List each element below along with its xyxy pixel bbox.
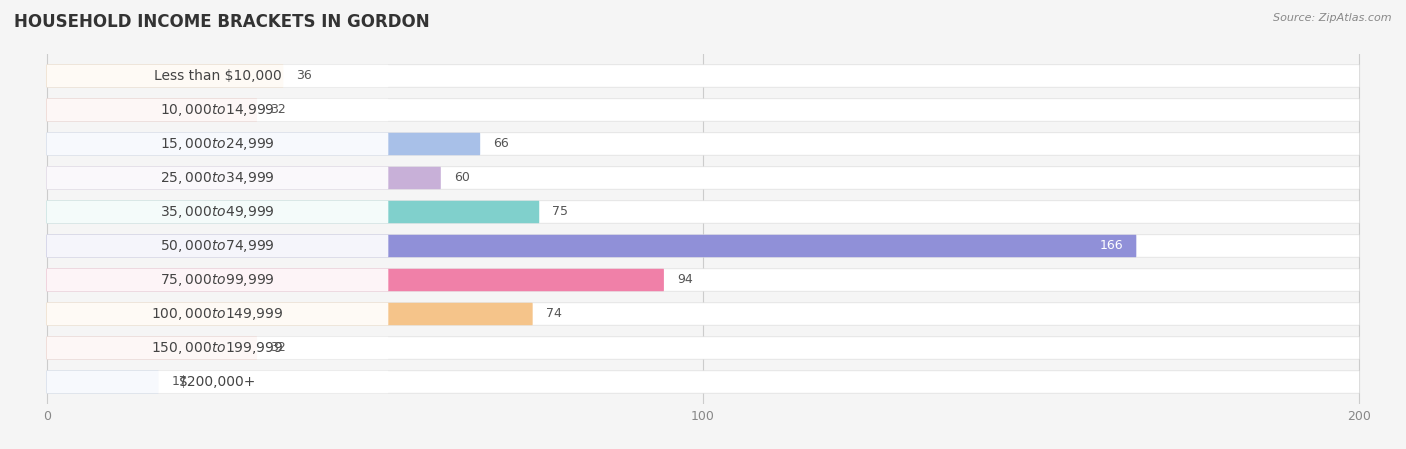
- Text: $25,000 to $34,999: $25,000 to $34,999: [160, 170, 274, 186]
- Text: $75,000 to $99,999: $75,000 to $99,999: [160, 272, 274, 288]
- FancyBboxPatch shape: [46, 65, 388, 87]
- Text: $100,000 to $149,999: $100,000 to $149,999: [152, 306, 284, 322]
- FancyBboxPatch shape: [46, 269, 664, 291]
- FancyBboxPatch shape: [46, 65, 284, 87]
- FancyBboxPatch shape: [46, 371, 159, 393]
- Text: 94: 94: [676, 273, 693, 286]
- Text: 36: 36: [297, 70, 312, 83]
- Text: 74: 74: [546, 308, 561, 321]
- FancyBboxPatch shape: [46, 269, 388, 291]
- Text: $50,000 to $74,999: $50,000 to $74,999: [160, 238, 274, 254]
- Text: $35,000 to $49,999: $35,000 to $49,999: [160, 204, 274, 220]
- Text: 166: 166: [1099, 239, 1123, 252]
- Text: 17: 17: [172, 375, 187, 388]
- Text: 75: 75: [553, 206, 568, 219]
- Text: $150,000 to $199,999: $150,000 to $199,999: [152, 340, 284, 356]
- FancyBboxPatch shape: [46, 337, 388, 359]
- Text: 66: 66: [494, 137, 509, 150]
- FancyBboxPatch shape: [46, 167, 388, 189]
- FancyBboxPatch shape: [46, 303, 388, 325]
- FancyBboxPatch shape: [46, 371, 1360, 393]
- FancyBboxPatch shape: [46, 167, 1360, 189]
- FancyBboxPatch shape: [46, 201, 540, 223]
- FancyBboxPatch shape: [46, 167, 441, 189]
- FancyBboxPatch shape: [46, 337, 257, 359]
- FancyBboxPatch shape: [46, 269, 1360, 291]
- FancyBboxPatch shape: [46, 99, 257, 121]
- FancyBboxPatch shape: [46, 133, 388, 155]
- FancyBboxPatch shape: [46, 371, 388, 393]
- Text: HOUSEHOLD INCOME BRACKETS IN GORDON: HOUSEHOLD INCOME BRACKETS IN GORDON: [14, 13, 430, 31]
- Text: Less than $10,000: Less than $10,000: [153, 69, 281, 83]
- FancyBboxPatch shape: [46, 201, 388, 223]
- FancyBboxPatch shape: [46, 235, 388, 257]
- Text: 60: 60: [454, 172, 470, 185]
- FancyBboxPatch shape: [46, 201, 1360, 223]
- Text: $15,000 to $24,999: $15,000 to $24,999: [160, 136, 274, 152]
- FancyBboxPatch shape: [46, 99, 1360, 121]
- FancyBboxPatch shape: [46, 99, 388, 121]
- FancyBboxPatch shape: [46, 303, 1360, 325]
- Text: 32: 32: [270, 342, 285, 355]
- FancyBboxPatch shape: [46, 133, 481, 155]
- FancyBboxPatch shape: [46, 337, 1360, 359]
- Text: 32: 32: [270, 103, 285, 116]
- Text: $200,000+: $200,000+: [179, 375, 256, 389]
- FancyBboxPatch shape: [46, 235, 1136, 257]
- FancyBboxPatch shape: [46, 65, 1360, 87]
- FancyBboxPatch shape: [46, 303, 533, 325]
- Text: Source: ZipAtlas.com: Source: ZipAtlas.com: [1274, 13, 1392, 23]
- Text: $10,000 to $14,999: $10,000 to $14,999: [160, 102, 274, 118]
- FancyBboxPatch shape: [46, 235, 1360, 257]
- FancyBboxPatch shape: [46, 133, 1360, 155]
